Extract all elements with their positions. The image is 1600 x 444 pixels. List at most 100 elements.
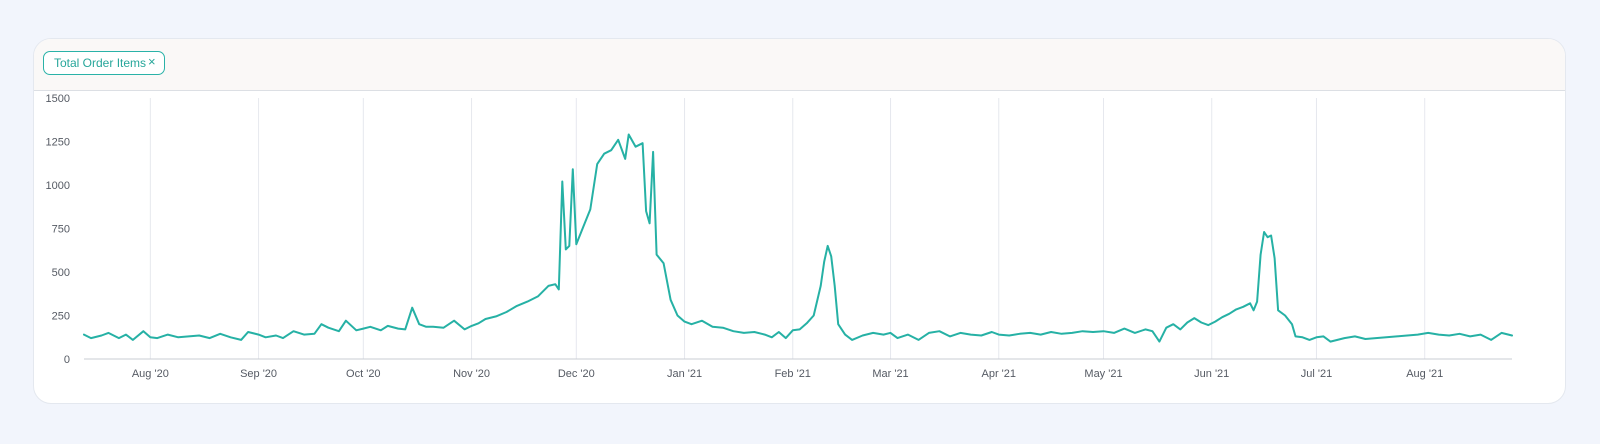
data-point bbox=[477, 322, 480, 324]
data-point bbox=[589, 208, 591, 210]
data-point bbox=[1469, 335, 1471, 337]
chart-header: Total Order Items × bbox=[34, 39, 1565, 91]
data-point bbox=[753, 331, 756, 333]
data-point bbox=[107, 332, 109, 334]
data-point bbox=[167, 334, 169, 336]
data-point bbox=[596, 163, 598, 165]
data-point bbox=[547, 285, 550, 287]
data-point bbox=[100, 334, 103, 337]
data-point bbox=[711, 326, 714, 328]
y-tick-label: 0 bbox=[64, 354, 70, 366]
chart-card: Total Order Items × Aug '20 Sep '20 Oct '2… bbox=[33, 38, 1566, 404]
data-point bbox=[1322, 335, 1325, 337]
data-point bbox=[1172, 323, 1174, 325]
data-point bbox=[1274, 257, 1276, 259]
data-point bbox=[149, 336, 151, 338]
data-point bbox=[1061, 333, 1063, 335]
data-point bbox=[834, 285, 836, 287]
data-point bbox=[1102, 330, 1105, 332]
data-point bbox=[526, 301, 528, 303]
data-point bbox=[1385, 336, 1387, 338]
data-point bbox=[1267, 236, 1269, 238]
data-point bbox=[1113, 332, 1115, 334]
y-tick-label: 250 bbox=[52, 311, 70, 323]
data-point bbox=[345, 320, 347, 322]
data-point bbox=[1256, 301, 1258, 303]
data-point bbox=[418, 323, 420, 325]
data-point bbox=[1050, 331, 1052, 333]
data-point bbox=[1123, 328, 1125, 330]
x-tick-label: Nov '20 bbox=[453, 368, 490, 380]
data-point bbox=[1249, 302, 1251, 304]
data-point bbox=[1448, 334, 1450, 337]
data-point bbox=[230, 336, 232, 338]
data-point bbox=[1406, 334, 1408, 337]
data-point bbox=[998, 334, 1000, 336]
data-point bbox=[1151, 330, 1153, 332]
y-tick-label: 750 bbox=[52, 224, 70, 236]
data-point bbox=[118, 337, 120, 339]
data-point bbox=[387, 325, 389, 327]
data-point bbox=[464, 328, 466, 330]
data-point bbox=[568, 245, 570, 247]
x-tick-label: Aug '21 bbox=[1406, 368, 1443, 380]
data-point bbox=[778, 331, 780, 333]
data-point bbox=[862, 334, 864, 337]
data-point bbox=[177, 336, 179, 338]
data-point bbox=[837, 323, 839, 325]
data-point bbox=[453, 320, 455, 322]
x-tick-label: May '21 bbox=[1084, 368, 1122, 380]
data-point bbox=[1019, 333, 1021, 335]
data-point bbox=[1253, 309, 1255, 311]
data-point bbox=[1291, 323, 1293, 325]
data-point bbox=[1315, 336, 1318, 338]
data-point bbox=[628, 133, 630, 136]
data-point bbox=[1308, 339, 1311, 341]
data-point bbox=[652, 151, 654, 153]
data-point bbox=[369, 326, 371, 328]
data-point bbox=[792, 329, 794, 331]
data-point bbox=[1082, 330, 1084, 332]
y-tick-label: 1500 bbox=[46, 93, 70, 105]
data-point bbox=[1511, 334, 1513, 337]
data-point bbox=[645, 210, 647, 212]
y-tick-label: 500 bbox=[52, 267, 70, 279]
close-icon[interactable]: × bbox=[148, 54, 156, 69]
data-point bbox=[1092, 331, 1094, 333]
data-point bbox=[247, 331, 249, 333]
data-point bbox=[1008, 334, 1010, 337]
data-point bbox=[844, 334, 846, 336]
data-point bbox=[554, 283, 556, 285]
data-point bbox=[1343, 337, 1345, 339]
data-point bbox=[425, 326, 427, 328]
data-point bbox=[313, 333, 315, 335]
data-point bbox=[1263, 231, 1265, 233]
data-point bbox=[980, 334, 982, 337]
data-point bbox=[1284, 314, 1286, 317]
series-layer bbox=[83, 133, 1513, 343]
data-point bbox=[1480, 334, 1482, 336]
grid-lines bbox=[149, 98, 1426, 359]
x-tick-label: Mar '21 bbox=[872, 368, 908, 380]
data-point bbox=[610, 149, 612, 151]
data-point bbox=[1186, 321, 1188, 324]
data-point bbox=[240, 339, 242, 341]
data-point bbox=[558, 288, 560, 290]
data-point bbox=[275, 334, 277, 337]
data-point bbox=[670, 299, 672, 301]
data-point bbox=[1375, 337, 1377, 339]
line-chart: Aug '20 Sep '20 Oct '20 Nov '20 Dec '20 Jan '… bbox=[46, 93, 1513, 380]
data-point bbox=[1417, 334, 1419, 336]
data-point bbox=[327, 327, 329, 329]
legend-chip-total-order-items[interactable]: Total Order Items × bbox=[43, 51, 165, 75]
data-point bbox=[872, 332, 874, 334]
data-point bbox=[282, 337, 284, 339]
data-point bbox=[303, 334, 305, 336]
data-point bbox=[380, 329, 382, 331]
data-point bbox=[676, 314, 679, 317]
data-point bbox=[970, 334, 972, 336]
y-tick-label: 1000 bbox=[46, 180, 70, 192]
y-tick-label: 1250 bbox=[46, 137, 70, 149]
data-point bbox=[432, 326, 434, 328]
data-point bbox=[743, 332, 745, 334]
